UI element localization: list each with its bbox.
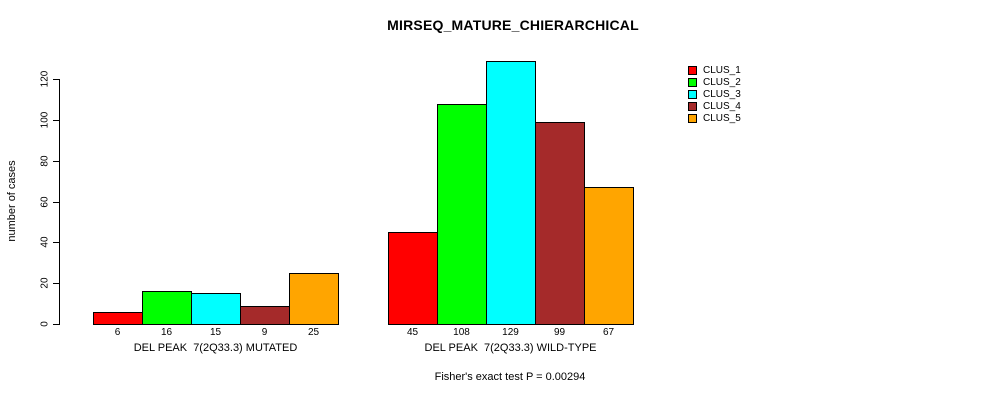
legend-item: CLUS_5 xyxy=(688,112,741,124)
bar-value-label: 15 xyxy=(209,327,222,338)
y-axis-tick-label: 120 xyxy=(39,70,51,88)
y-axis-tick-label: 60 xyxy=(39,195,51,208)
y-axis-tick xyxy=(53,242,59,244)
bar-value-label: 6 xyxy=(114,327,121,338)
legend-swatch-clus_1 xyxy=(688,65,697,75)
chart-title: MIRSEQ_MATURE_CHIERARCHICAL xyxy=(387,17,639,33)
group-axis-label: DEL PEAK 7(2Q33.3) MUTATED xyxy=(133,342,298,354)
legend-swatch-clus_3 xyxy=(688,89,697,99)
bar-value-label: 16 xyxy=(160,327,173,338)
bar-clus_4 xyxy=(535,121,585,325)
bar-clus_1 xyxy=(93,311,143,325)
y-axis-tick xyxy=(53,160,59,162)
legend-swatch-clus_4 xyxy=(688,101,697,111)
y-axis-tick-label: 100 xyxy=(39,111,51,129)
bar-clus_3 xyxy=(191,293,241,325)
legend-swatch-clus_5 xyxy=(688,113,697,123)
y-axis-tick xyxy=(53,79,59,80)
y-axis-tick xyxy=(53,324,59,325)
legend-item-label: CLUS_4 xyxy=(703,100,741,112)
y-axis-tick xyxy=(53,201,59,203)
annotation-text: Fisher's exact test P = 0.00294 xyxy=(434,371,586,383)
y-axis-tick-label: 20 xyxy=(39,277,51,289)
legend-item: CLUS_2 xyxy=(688,76,741,88)
legend-swatch-clus_2 xyxy=(688,77,697,87)
legend-item-label: CLUS_1 xyxy=(703,64,741,76)
legend-item-label: CLUS_3 xyxy=(703,88,741,100)
bar-clus_5 xyxy=(289,272,339,325)
legend-item: CLUS_4 xyxy=(688,100,741,112)
legend-item: CLUS_1 xyxy=(688,64,741,76)
bar-clus_2 xyxy=(437,103,487,325)
y-axis-title: number of cases xyxy=(6,160,18,242)
group-axis-label: DEL PEAK 7(2Q33.3) WILD-TYPE xyxy=(424,342,597,354)
bar-value-label: 108 xyxy=(453,327,470,338)
bar-value-label: 67 xyxy=(602,327,615,338)
legend: CLUS_1 CLUS_2 CLUS_3 CLUS_4 CLUS_5 xyxy=(688,64,741,124)
bar-clus_5 xyxy=(584,187,634,325)
bar-value-label: 25 xyxy=(307,327,320,338)
legend-item: CLUS_3 xyxy=(688,88,741,100)
y-axis-tick xyxy=(53,283,59,285)
y-axis-tick xyxy=(53,119,59,121)
bar-clus_2 xyxy=(142,291,192,325)
legend-item-label: CLUS_5 xyxy=(703,112,741,124)
bar-clus_4 xyxy=(240,305,290,325)
bar-value-label: 45 xyxy=(406,327,419,338)
bar-value-label: 99 xyxy=(553,327,566,338)
bar-value-label: 129 xyxy=(502,327,519,338)
y-axis-tick-label: 80 xyxy=(39,155,51,167)
bar-clus_3 xyxy=(486,60,536,325)
legend-item-label: CLUS_2 xyxy=(703,76,741,88)
bar-clus_1 xyxy=(388,232,438,325)
y-axis-tick-label: 0 xyxy=(39,321,51,327)
y-axis-tick-label: 40 xyxy=(39,236,51,248)
y-axis-line xyxy=(59,79,60,325)
bar-value-label: 9 xyxy=(261,327,268,338)
